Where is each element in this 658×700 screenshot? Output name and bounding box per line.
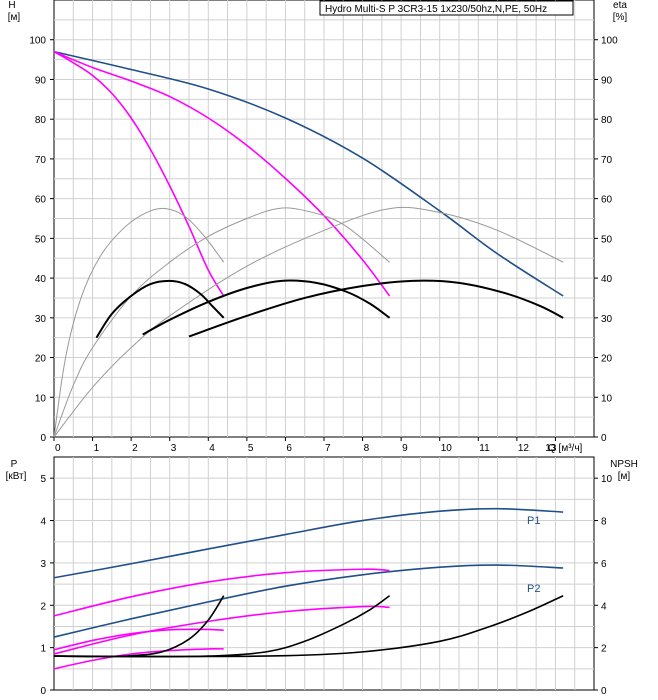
bottom-y-tick-label: 0 bbox=[40, 686, 46, 697]
title-box bbox=[319, 0, 574, 16]
series-working-efficiency-3 bbox=[188, 279, 564, 338]
series-head-1-pump bbox=[53, 50, 564, 297]
x-tick-label: 1 bbox=[94, 443, 100, 454]
x-tick-label: 5 bbox=[248, 443, 254, 454]
top-y-axis-unit: [м] bbox=[8, 12, 21, 23]
top-y-axis-title: H bbox=[8, 0, 15, 11]
bottom-y-tick-label: 1 bbox=[40, 644, 46, 655]
x-tick-label: 11 bbox=[479, 443, 490, 454]
top-y2-tick-label: 80 bbox=[601, 115, 613, 126]
series-P2-1 bbox=[53, 564, 564, 638]
x-tick-label: 4 bbox=[209, 443, 215, 454]
bottom-y2-tick-label: 10 bbox=[601, 474, 613, 485]
legend-label-p1: P1 bbox=[527, 515, 540, 527]
x-tick-label: 6 bbox=[286, 443, 292, 454]
top-y-tick-label: 60 bbox=[35, 195, 47, 206]
series-P1-1 bbox=[53, 507, 564, 579]
bottom-y2-axis-unit: [м] bbox=[618, 471, 631, 482]
top-y-tick-label: 40 bbox=[35, 274, 47, 285]
x-tick-label: 10 bbox=[441, 443, 453, 454]
top-y2-tick-label: 60 bbox=[601, 195, 613, 206]
top-y2-tick-label: 10 bbox=[601, 393, 613, 404]
bottom-y-tick-label: 5 bbox=[40, 474, 46, 485]
top-y-tick-label: 30 bbox=[35, 314, 47, 325]
bottom-y-tick-label: 3 bbox=[40, 559, 46, 570]
top-y-tick-label: 70 bbox=[35, 155, 47, 166]
x-tick-label: 13 bbox=[545, 443, 557, 454]
x-tick-label: 9 bbox=[402, 443, 408, 454]
top-y-tick-label: 10 bbox=[35, 393, 47, 404]
x-tick-label: 12 bbox=[518, 443, 530, 454]
series-efficiency-3 bbox=[53, 206, 564, 438]
legend-label-p2: P2 bbox=[527, 583, 540, 595]
chart-title: Hydro Multi-S P 3CR3-15 1x230/50hz,N,PE,… bbox=[325, 4, 547, 15]
series-P2-3 bbox=[53, 647, 224, 670]
top-y-tick-label: 50 bbox=[35, 234, 47, 245]
bottom-y-axis-unit: [кВт] bbox=[6, 471, 27, 482]
bottom-y-axis-title: P bbox=[11, 459, 18, 470]
bottom-y-tick-label: 4 bbox=[40, 517, 46, 528]
top-y2-tick-label: 90 bbox=[601, 75, 613, 86]
x-tick-label: 7 bbox=[325, 443, 331, 454]
series-P2-2 bbox=[53, 605, 390, 655]
top-y2-tick-label: 40 bbox=[601, 274, 613, 285]
series-head-3-pumps bbox=[53, 50, 225, 297]
top-y2-tick-label: 0 bbox=[601, 433, 607, 444]
x-axis-label: Q [м³/ч] bbox=[548, 443, 583, 454]
series-npsh-3 bbox=[53, 595, 564, 658]
x-tick-label: 2 bbox=[132, 443, 138, 454]
bottom-y2-tick-label: 4 bbox=[601, 601, 607, 612]
x-tick-label: 0 bbox=[55, 443, 61, 454]
bottom-y2-tick-label: 2 bbox=[601, 644, 607, 655]
top-y-tick-label: 20 bbox=[35, 354, 47, 365]
top-y-tick-label: 0 bbox=[40, 433, 46, 444]
top-y2-tick-label: 70 bbox=[601, 155, 613, 166]
series-P1-2 bbox=[53, 568, 390, 617]
series-efficiency-2 bbox=[53, 207, 390, 438]
bottom-y2-tick-label: 0 bbox=[601, 686, 607, 697]
x-tick-label: 3 bbox=[171, 443, 177, 454]
top-y2-axis-title: eta bbox=[613, 0, 627, 11]
x-tick-label: 8 bbox=[364, 443, 370, 454]
series-P1-3 bbox=[53, 628, 224, 651]
bottom-y2-tick-label: 6 bbox=[601, 559, 607, 570]
series-efficiency-1 bbox=[53, 207, 225, 438]
top-y2-tick-label: 100 bbox=[601, 36, 618, 47]
series-working-efficiency-2 bbox=[142, 279, 391, 336]
top-y-tick-label: 100 bbox=[29, 36, 46, 47]
top-y-tick-label: 80 bbox=[35, 115, 47, 126]
top-y2-tick-label: 30 bbox=[601, 314, 613, 325]
top-y2-axis-unit: [%] bbox=[613, 12, 628, 23]
top-y-tick-label: 90 bbox=[35, 75, 47, 86]
series-head-2-pumps bbox=[53, 50, 391, 297]
bottom-y2-tick-label: 8 bbox=[601, 517, 607, 528]
top-y2-tick-label: 20 bbox=[601, 354, 613, 365]
bottom-y-tick-label: 2 bbox=[40, 601, 46, 612]
bottom-y2-axis-title: NPSH bbox=[610, 459, 638, 470]
top-y2-tick-label: 50 bbox=[601, 234, 613, 245]
